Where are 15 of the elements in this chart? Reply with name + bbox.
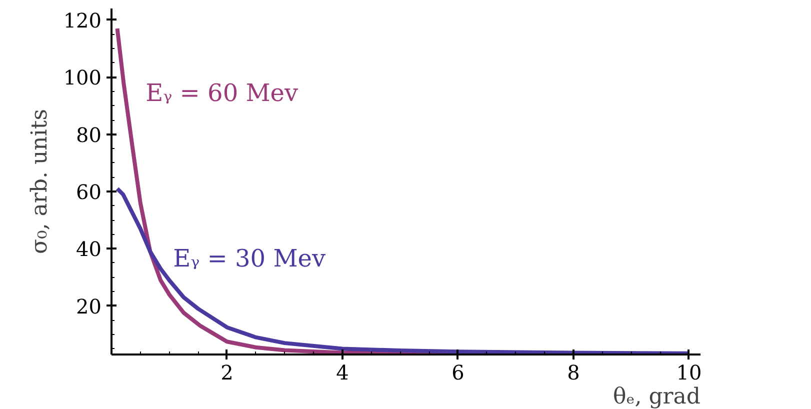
y-tick-label: 80 [76, 122, 102, 147]
y-tick-label: 60 [76, 180, 102, 204]
x-tick-label: 6 [452, 360, 464, 384]
x-tick-label: 10 [676, 360, 702, 384]
y-axis-title: σ₀, arb. units [27, 108, 52, 254]
y-tick-label: 40 [76, 237, 102, 262]
x-tick-label: 2 [220, 360, 234, 384]
series-label: Eᵧ = 30 Mev [173, 244, 326, 273]
y-tick-label: 120 [63, 8, 102, 32]
series-label: Eᵧ = 60 Mev [146, 78, 298, 107]
y-tick-label: 20 [76, 294, 102, 318]
x-tick-label: 8 [567, 360, 580, 384]
x-axis-title: θₑ, grad [612, 384, 701, 409]
y-tick-label: 100 [63, 66, 102, 90]
x-tick-label: 4 [336, 360, 349, 384]
